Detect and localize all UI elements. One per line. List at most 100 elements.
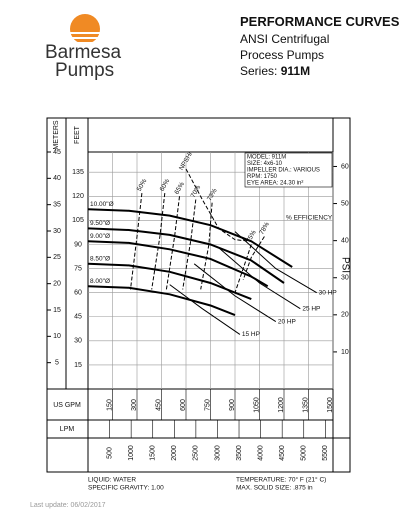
series-label: Series: [240, 64, 278, 78]
curve [169, 284, 241, 335]
curve [185, 168, 252, 242]
footer: Last update: 06/02/2017 [30, 502, 106, 509]
y3-tick-label: 40 [53, 175, 61, 182]
x2-tick-label: 2000 [171, 445, 178, 461]
curve [87, 227, 285, 284]
curve [218, 247, 301, 310]
series-label: 9.00"Ø [90, 233, 110, 240]
curve [193, 263, 277, 323]
y-tick-label: 60 [74, 290, 82, 297]
x2-tick-label: 2500 [193, 445, 200, 461]
curve [151, 193, 166, 290]
info-line: IMPELLER DIA.: VARIOUS [247, 168, 320, 174]
y3-tick-label: 25 [53, 254, 61, 261]
series-label: 10.00"Ø [90, 201, 114, 208]
y-tick-label: 135 [72, 169, 84, 176]
x2-tick-label: 4500 [279, 445, 286, 461]
curve [130, 193, 143, 290]
efficiency-label: % EFFICIENCY [286, 215, 333, 222]
series-label: 15 HP [242, 331, 260, 338]
curve [165, 196, 180, 290]
series: Series: 911M [240, 64, 310, 78]
x2-tick-label: 5000 [301, 445, 308, 461]
info-box [244, 152, 333, 188]
x2-tick-label: 3500 [236, 445, 243, 461]
curve [87, 262, 252, 301]
y3-tick-label: 20 [53, 281, 61, 288]
condition: SPECIFIC GRAVITY: 1.00 [88, 485, 164, 492]
curve [200, 202, 213, 290]
brand: Barmesa [45, 42, 122, 63]
subtitle: ANSI Centrifugal [240, 32, 330, 46]
x-tick-label: 150 [106, 399, 113, 411]
x2-tick-label: 3000 [214, 445, 221, 461]
curve [234, 244, 252, 293]
x-tick-label: 1500 [327, 397, 334, 413]
y2-tick-label: 30 [341, 275, 349, 282]
series-label: NPSHr [178, 150, 195, 172]
frame [46, 117, 351, 473]
condition: TEMPERATURE: 70° F (21° C) [236, 476, 326, 484]
y-tick-label: 30 [74, 338, 82, 345]
y2-tick-label: 60 [341, 163, 349, 170]
series-label: 60% [159, 178, 172, 193]
x-tick-label: 300 [131, 399, 138, 411]
series-label: 78% [258, 221, 271, 236]
subtitle: Process Pumps [240, 48, 325, 62]
y-tick-label: 75 [74, 265, 82, 272]
series-label: 73% [206, 187, 219, 202]
curve [87, 285, 236, 317]
y-tick-label: 90 [74, 241, 82, 248]
series-label: 50% [136, 178, 149, 193]
series-label: 8.50"Ø [90, 255, 110, 262]
brand-sub: Pumps [55, 60, 115, 81]
info-line: RPM: 1750 [247, 174, 278, 180]
curve [87, 240, 269, 288]
y3-tick-label: 5 [55, 360, 59, 367]
series-label: 9.50"Ø [90, 220, 110, 227]
x2-tick-label: 500 [106, 447, 113, 459]
x2-tick-label: 1500 [150, 445, 157, 461]
y3-tick-label: 30 [53, 228, 61, 235]
x2-tick-label: 1000 [128, 445, 135, 461]
series-label: 8.00"Ø [90, 278, 110, 285]
y3-tick-label: 10 [53, 333, 61, 340]
x-tick-label: 600 [180, 399, 187, 411]
x-tick-label: 1050 [253, 397, 260, 413]
axis-title: FEET [74, 125, 81, 144]
y3-tick-label: 45 [53, 149, 61, 156]
condition: MAX. SOLID SIZE: .875 in [236, 485, 313, 492]
x2-tick-label: 5500 [322, 445, 329, 461]
series-label: 30 HP [319, 289, 337, 296]
x-tick-label: 1350 [302, 397, 309, 413]
title: PERFORMANCE CURVES [240, 14, 400, 29]
series-value: 911M [280, 64, 311, 78]
axis-title: US GPM [53, 402, 81, 409]
x-tick-label: 900 [229, 399, 236, 411]
info-line: EYE AREA: 24.30 in² [247, 181, 303, 187]
curve [234, 231, 317, 294]
curve [182, 199, 197, 290]
y-tick-label: 15 [74, 362, 82, 369]
x-tick-label: 1200 [278, 397, 285, 413]
y3-tick-label: 35 [53, 202, 61, 209]
y-tick-label: 120 [72, 193, 84, 200]
x2-tick-label: 4000 [257, 445, 264, 461]
x-tick-label: 450 [155, 399, 162, 411]
y2-tick-label: 20 [341, 312, 349, 319]
series-label: 25 HP [302, 305, 320, 312]
curve [87, 208, 293, 268]
axis-title: METERS [53, 120, 60, 150]
y3-tick-label: 15 [53, 307, 61, 314]
axis-title: LPM [60, 426, 75, 433]
x-tick-label: 750 [204, 399, 211, 411]
logo-icon [68, 14, 102, 44]
info-line: MODEL: 911M [247, 155, 286, 161]
series-label: 75% [245, 229, 258, 244]
y2-tick-label: 40 [341, 237, 349, 244]
y-tick-label: 45 [74, 314, 82, 321]
y2-tick-label: 50 [341, 200, 349, 207]
condition: LIQUID: WATER [88, 477, 136, 484]
